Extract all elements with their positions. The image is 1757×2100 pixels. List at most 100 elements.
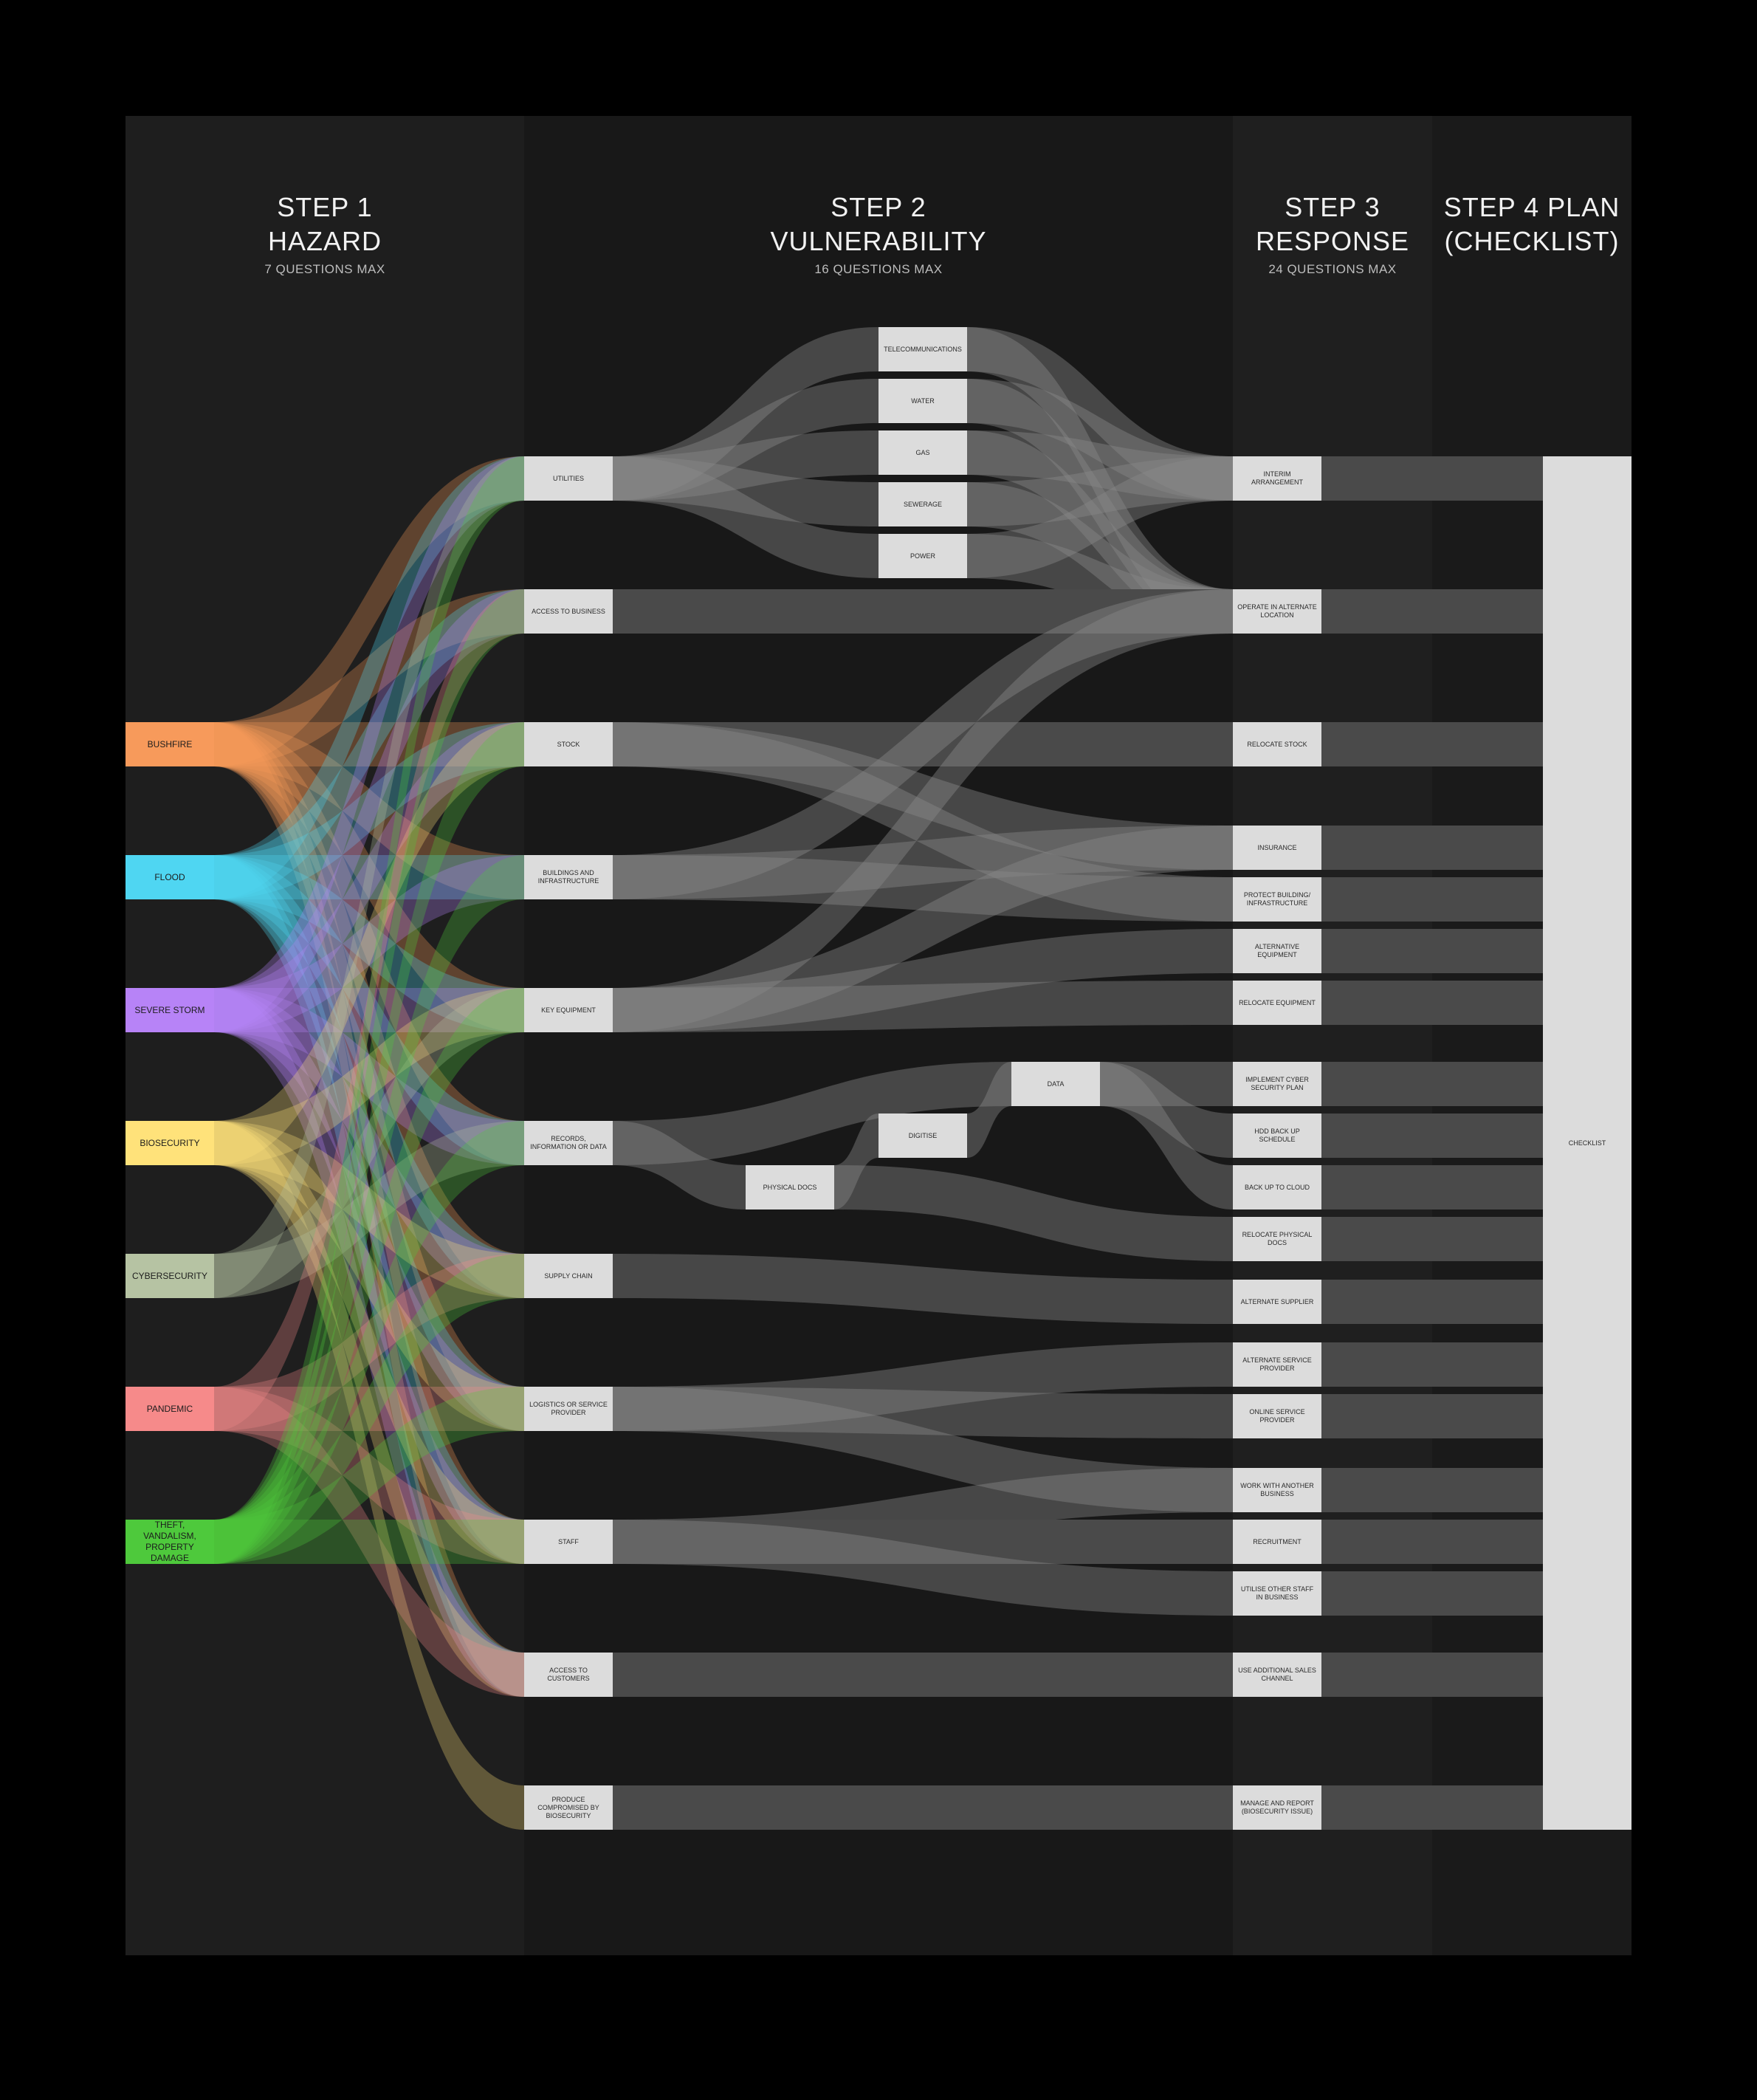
hazard-flow-band [214, 1121, 524, 1298]
hazard-flow-band [214, 855, 524, 1431]
node-records: RECORDS, INFORMATION OR DATA [524, 1121, 613, 1165]
hazard-flow-band [214, 1121, 524, 1298]
response-flow-band [613, 1254, 1233, 1324]
hazard-flow-band [214, 855, 524, 1032]
response-flow-band [967, 456, 1233, 526]
hazard-flow-band [214, 722, 524, 1032]
response-flow-band [613, 1520, 1233, 1564]
hazard-flow-band [214, 589, 524, 1564]
response-flow-band [613, 722, 1233, 766]
response-flow-band [613, 1653, 1233, 1697]
column-title-line2: HAZARD [267, 226, 382, 256]
node-staff: STAFF [524, 1520, 613, 1564]
node-work-with: WORK WITH ANOTHER BUSINESS [1233, 1468, 1321, 1512]
node-utilise-staff: UTILISE OTHER STAFF IN BUSINESS [1233, 1571, 1321, 1616]
hazard-flow-band [214, 589, 524, 1431]
column-response-bg [1233, 116, 1432, 1955]
hazard-flow-band [214, 988, 524, 1165]
column-title-line1: STEP 1 [277, 192, 373, 222]
response-flow-band [613, 327, 878, 501]
plan-flow-band [1321, 589, 1543, 634]
hazard-flow-band [214, 1387, 524, 1564]
plan-flow-band [1321, 1468, 1543, 1512]
plan-flow-band [1321, 722, 1543, 766]
response-flow-band [613, 589, 1233, 634]
hazard-flow-band [214, 988, 524, 1298]
plan-flow-band [1321, 877, 1543, 922]
column-subtitle-hazard: 7 QUESTIONS MAX [264, 262, 385, 276]
hazard-flow-band [214, 1121, 524, 1697]
node-relocate-docs: RELOCATE PHYSICAL DOCS [1233, 1217, 1321, 1261]
node-alt-location: OPERATE IN ALTERNATE LOCATION [1233, 589, 1321, 634]
response-flow-band [613, 1387, 1233, 1512]
hazard-flow-band [214, 988, 524, 1298]
node-bushfire: BUSHFIRE [126, 722, 214, 766]
hazard-flow-band [214, 456, 524, 1564]
plan-flow-band [1321, 1062, 1543, 1106]
response-flow-band [967, 327, 1233, 634]
node-storm: SEVERE STORM [126, 988, 214, 1032]
hazard-flow-band [214, 855, 524, 1165]
node-water: WATER [878, 379, 967, 423]
node-telecom: TELECOMMUNICATIONS [878, 327, 967, 371]
hazard-flow-band [214, 1387, 524, 1697]
hazard-flow-band [214, 456, 524, 766]
hazard-flow-band [214, 1121, 524, 1564]
response-flow-band [613, 1062, 1011, 1165]
response-flow-band [613, 430, 878, 501]
hazard-flow-band [214, 722, 524, 1564]
hazard-flow-band [214, 855, 524, 1298]
response-flow-band [967, 456, 1233, 578]
response-flow-band [967, 1062, 1011, 1158]
plan-flow-band [1321, 456, 1543, 501]
response-flow-band [967, 327, 1233, 501]
node-produce: PRODUCE COMPROMISED BY BIOSECURITY [524, 1785, 613, 1830]
node-utilities: UTILITIES [524, 456, 613, 501]
column-title-line1: STEP 4 PLAN [1443, 192, 1620, 222]
response-flow-band [1100, 1062, 1233, 1106]
column-title-line1: STEP 3 [1285, 192, 1380, 222]
response-flow-band [834, 1165, 1233, 1261]
hazard-flow-band [214, 855, 524, 1564]
response-flow-band [613, 722, 1233, 922]
response-flow-band [613, 379, 878, 501]
node-protect-building: PROTECT BUILDING/ INFRASTRUCTURE [1233, 877, 1321, 922]
response-flow-band [613, 981, 1233, 1032]
response-flow-band [967, 379, 1233, 501]
hazard-flow-band [214, 988, 524, 1697]
hazard-flow-band [214, 722, 524, 766]
node-sales-channel: USE ADDITIONAL SALES CHANNEL [1233, 1653, 1321, 1697]
hazard-flow-band [214, 722, 524, 1298]
plan-flow-band [1321, 1342, 1543, 1387]
plan-flow-band [1321, 1165, 1543, 1209]
node-theft: THEFT, VANDALISM, PROPERTY DAMAGE [126, 1520, 214, 1564]
node-access-business: ACCESS TO BUSINESS [524, 589, 613, 634]
plan-flow-band [1321, 1280, 1543, 1324]
hazard-flow-band [214, 1387, 524, 1431]
plan-flow-band [1321, 826, 1543, 870]
node-alt-provider: ALTERNATE SERVICE PROVIDER [1233, 1342, 1321, 1387]
response-flow-band [613, 855, 1233, 922]
node-biosecurity-issue: MANAGE AND REPORT (BIOSECURITY ISSUE) [1233, 1785, 1321, 1830]
hazard-flow-band [214, 722, 524, 1165]
hazard-flow-band [214, 722, 524, 1165]
plan-flow-band [1321, 929, 1543, 973]
response-flow-band [613, 826, 1233, 1032]
node-stock: STOCK [524, 722, 613, 766]
hazard-flow-band [214, 855, 524, 1697]
hazard-flow-band [214, 456, 524, 1032]
column-hazard-bg [126, 116, 524, 1955]
node-alt-equipment: ALTERNATIVE EQUIPMENT [1233, 929, 1321, 973]
node-power: POWER [878, 534, 967, 578]
hazard-flow-band [214, 988, 524, 1564]
plan-flow-band [1321, 1571, 1543, 1616]
response-flow-band [967, 379, 1233, 634]
node-sewerage: SEWERAGE [878, 482, 967, 526]
column-title-line2: (CHECKLIST) [1444, 226, 1620, 256]
hazard-flow-band [214, 855, 524, 1564]
response-flow-band [613, 1121, 746, 1209]
response-flow-band [613, 826, 1233, 899]
hazard-flow-band [214, 1121, 524, 1564]
response-flow-band [1100, 1062, 1233, 1158]
